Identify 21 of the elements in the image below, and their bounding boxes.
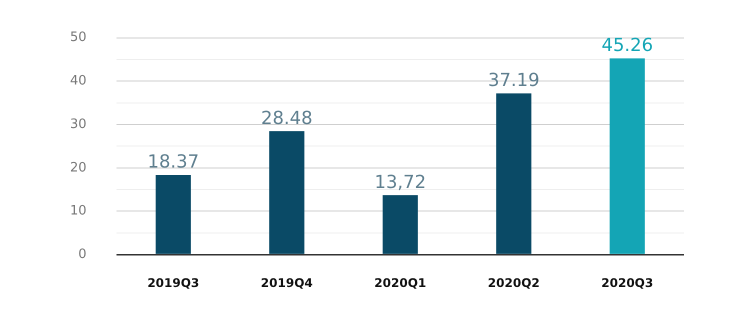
y-tick-label: 40: [70, 74, 87, 89]
data-label: 13,72: [374, 172, 426, 193]
y-tick-label: 10: [70, 204, 87, 219]
bar: [382, 195, 418, 254]
x-tick-label: 2020Q2: [488, 276, 540, 290]
bar: [496, 93, 532, 254]
bar: [610, 58, 645, 254]
y-tick-label: 20: [70, 160, 87, 176]
x-tick-label: 2019Q4: [260, 276, 313, 290]
x-tick-label: 2020Q3: [601, 276, 654, 290]
y-tick-label: 30: [70, 116, 87, 132]
y-tick-label: 50: [70, 30, 87, 46]
data-label: 18.37: [148, 152, 200, 173]
y-tick-label: 0: [78, 246, 87, 262]
x-tick-label: 2019Q3: [147, 276, 200, 290]
bar: [156, 174, 191, 254]
data-label: 37.19: [488, 70, 540, 92]
bar: [269, 131, 304, 254]
data-label: 45.26: [601, 35, 654, 56]
x-tick-label: 2020Q1: [374, 276, 426, 290]
data-label: 28.48: [261, 108, 313, 129]
